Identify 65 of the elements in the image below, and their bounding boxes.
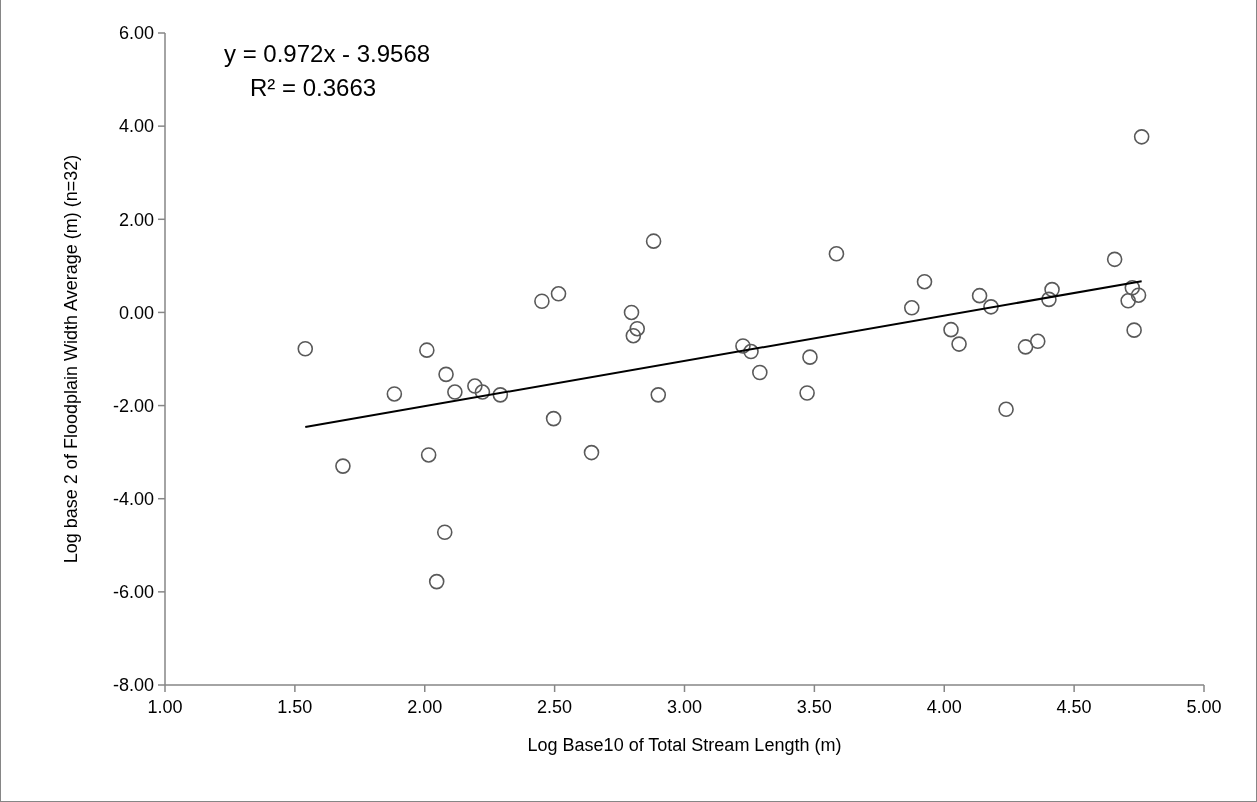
point [1133,129,1150,145]
x-axis-title: Log Base10 of Total Stream Length (m) [527,735,842,755]
point [438,366,454,383]
x-tick-label: 4.00 [926,697,962,717]
point [420,447,437,463]
point [828,245,845,262]
point [629,320,646,337]
x-tick-label: 5.00 [1186,697,1222,717]
point [998,401,1014,418]
point [428,573,445,590]
y-tick-label: 6.00 [118,23,154,44]
point [297,340,314,357]
y-tick-label: 0.00 [118,302,154,323]
point [752,364,768,381]
point [492,387,509,403]
x-tick-label: 1.00 [147,697,183,717]
x-tick-label: 4.50 [1056,697,1092,717]
point [1041,291,1057,308]
point [951,336,967,352]
y-tick-label: -2.00 [112,395,154,416]
y-tick-label: -6.00 [112,582,154,603]
point [1029,333,1046,350]
y-tick-label: 2.00 [118,209,154,230]
point [447,384,463,400]
point [419,342,435,358]
point [335,458,351,474]
point [650,387,667,403]
x-tick-label: 2.00 [407,697,443,717]
point [625,327,642,344]
annotation: R² = 0.3663 [250,74,377,101]
point [802,349,818,365]
point [1126,322,1142,338]
annotation: y = 0.972x - 3.9568 [224,40,431,67]
point [436,524,453,541]
point [645,233,662,249]
point [386,386,403,402]
point [550,286,567,302]
point [743,343,759,360]
point [735,338,751,354]
point [916,273,933,290]
point [903,299,920,316]
point [1106,251,1123,268]
x-tick-label: 3.00 [666,697,703,717]
point [467,378,483,394]
point [534,293,550,310]
x-tick-label: 2.50 [537,697,573,717]
point [1044,281,1060,298]
point [971,287,988,304]
y-tick-label: 4.00 [118,116,154,137]
point [1124,279,1141,296]
point [943,321,959,338]
point [623,304,640,321]
point [545,410,562,427]
point [583,444,600,461]
y-tick-label: -8.00 [112,675,154,696]
x-tick-label: 3.50 [796,697,832,717]
x-tick-label: 1.50 [277,697,313,717]
y-tick-label: -4.00 [112,489,154,510]
point [474,384,491,400]
point [1017,339,1034,355]
y-axis-title: Log base 2 of Floodplain Width Average (m) (n=32) [61,154,81,564]
point [1130,287,1147,303]
point [1120,292,1136,309]
point [983,299,999,315]
point [799,385,815,401]
